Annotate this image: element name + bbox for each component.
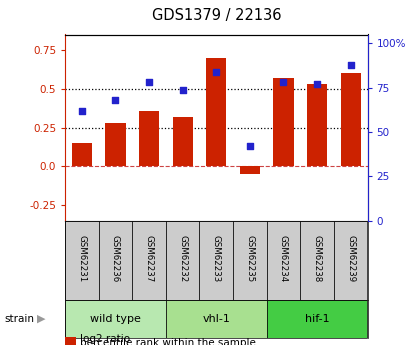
Bar [233, 221, 267, 300]
Bar [72, 143, 92, 167]
Bar [300, 221, 334, 300]
Point [314, 81, 320, 87]
Text: GSM62235: GSM62235 [245, 235, 255, 283]
Point [79, 108, 85, 114]
Text: GSM62239: GSM62239 [346, 235, 355, 283]
Text: GSM62233: GSM62233 [212, 235, 221, 283]
Bar [139, 110, 159, 167]
Bar [200, 221, 233, 300]
Bar [307, 84, 327, 167]
Bar [206, 58, 226, 167]
Bar [105, 123, 126, 167]
Text: strain: strain [4, 314, 34, 324]
Text: GSM62232: GSM62232 [178, 235, 187, 283]
Text: vhl-1: vhl-1 [202, 314, 230, 324]
Bar [99, 221, 132, 300]
Bar [166, 221, 200, 300]
Bar [240, 167, 260, 174]
Bar [65, 221, 99, 300]
Text: GDS1379 / 22136: GDS1379 / 22136 [152, 8, 281, 23]
Text: GSM62238: GSM62238 [312, 235, 322, 283]
Point [179, 87, 186, 92]
Text: GSM62236: GSM62236 [111, 235, 120, 283]
Text: GSM62231: GSM62231 [77, 235, 87, 283]
Point [112, 97, 119, 103]
Point [213, 69, 220, 75]
Text: percentile rank within the sample: percentile rank within the sample [80, 338, 256, 345]
Point [280, 80, 287, 85]
Bar [166, 300, 267, 338]
Text: log2 ratio: log2 ratio [80, 334, 130, 344]
Bar [173, 117, 193, 167]
Bar [267, 300, 368, 338]
Text: wild type: wild type [90, 314, 141, 324]
Bar [341, 73, 361, 167]
Bar [65, 300, 166, 338]
Point [146, 80, 152, 85]
Bar [334, 221, 368, 300]
Text: GSM62237: GSM62237 [144, 235, 154, 283]
Text: GSM62234: GSM62234 [279, 235, 288, 283]
Bar [69, 343, 79, 344]
Bar [267, 221, 300, 300]
Point [247, 144, 253, 149]
Text: hif-1: hif-1 [305, 314, 329, 324]
Point [347, 62, 354, 67]
Bar [273, 78, 294, 167]
Text: ▶: ▶ [37, 314, 45, 324]
Bar [132, 221, 166, 300]
